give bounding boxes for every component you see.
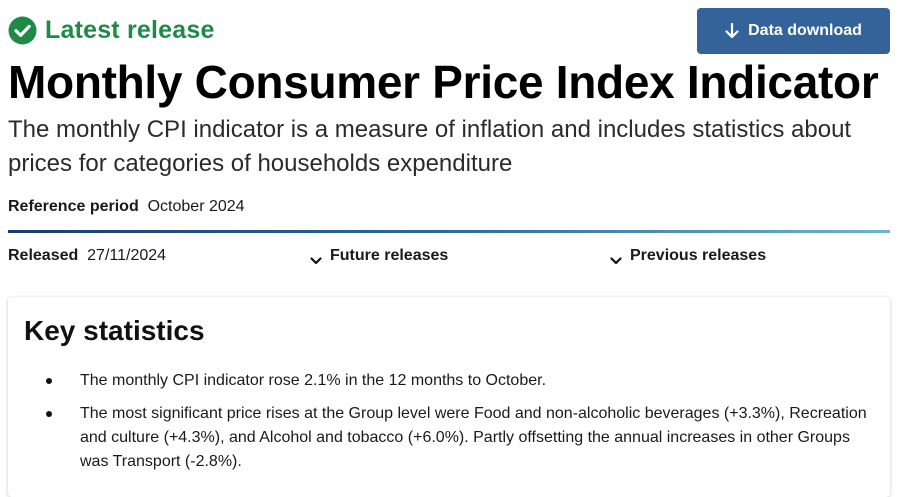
data-download-button[interactable]: Data download: [697, 8, 890, 54]
release-info-row: Released 27/11/2024 Future releases Prev…: [8, 247, 890, 269]
key-statistics-card: Key statistics The monthly CPI indicator…: [8, 297, 890, 497]
key-statistics-list: The monthly CPI indicator rose 2.1% in t…: [24, 369, 870, 483]
released-label: Released: [8, 247, 79, 264]
reference-period: Reference period October 2024: [8, 198, 245, 216]
bullet-icon: [46, 411, 52, 417]
latest-release-label: Latest release: [45, 16, 215, 44]
released-date: Released 27/11/2024: [8, 247, 166, 265]
released-value: 27/11/2024: [87, 247, 167, 264]
reference-period-label: Reference period: [8, 198, 139, 215]
latest-release-badge: Latest release: [8, 16, 215, 45]
page-subtitle: The monthly CPI indicator is a measure o…: [8, 116, 852, 177]
list-item: The monthly CPI indicator rose 2.1% in t…: [24, 369, 870, 393]
list-item-text: The most significant price rises at the …: [80, 405, 867, 470]
bullet-icon: [46, 378, 52, 384]
check-circle-icon: [8, 16, 37, 45]
reference-period-value: October 2024: [147, 198, 245, 215]
list-item-text: The monthly CPI indicator rose 2.1% in t…: [80, 372, 547, 389]
arrow-down-icon: [725, 22, 739, 39]
previous-releases-label: Previous releases: [630, 247, 767, 264]
key-statistics-heading: Key statistics: [24, 315, 205, 346]
header-row: Latest release Data download: [8, 8, 890, 54]
chevron-down-icon: [610, 252, 622, 265]
future-releases-toggle[interactable]: Future releases: [310, 247, 448, 265]
divider: [8, 230, 890, 233]
chevron-down-icon: [310, 252, 322, 265]
data-download-label: Data download: [748, 22, 862, 39]
future-releases-label: Future releases: [330, 247, 449, 264]
page-title: Monthly Consumer Price Index Indicator: [8, 56, 879, 108]
previous-releases-toggle[interactable]: Previous releases: [610, 247, 766, 265]
list-item: The most significant price rises at the …: [24, 402, 870, 474]
